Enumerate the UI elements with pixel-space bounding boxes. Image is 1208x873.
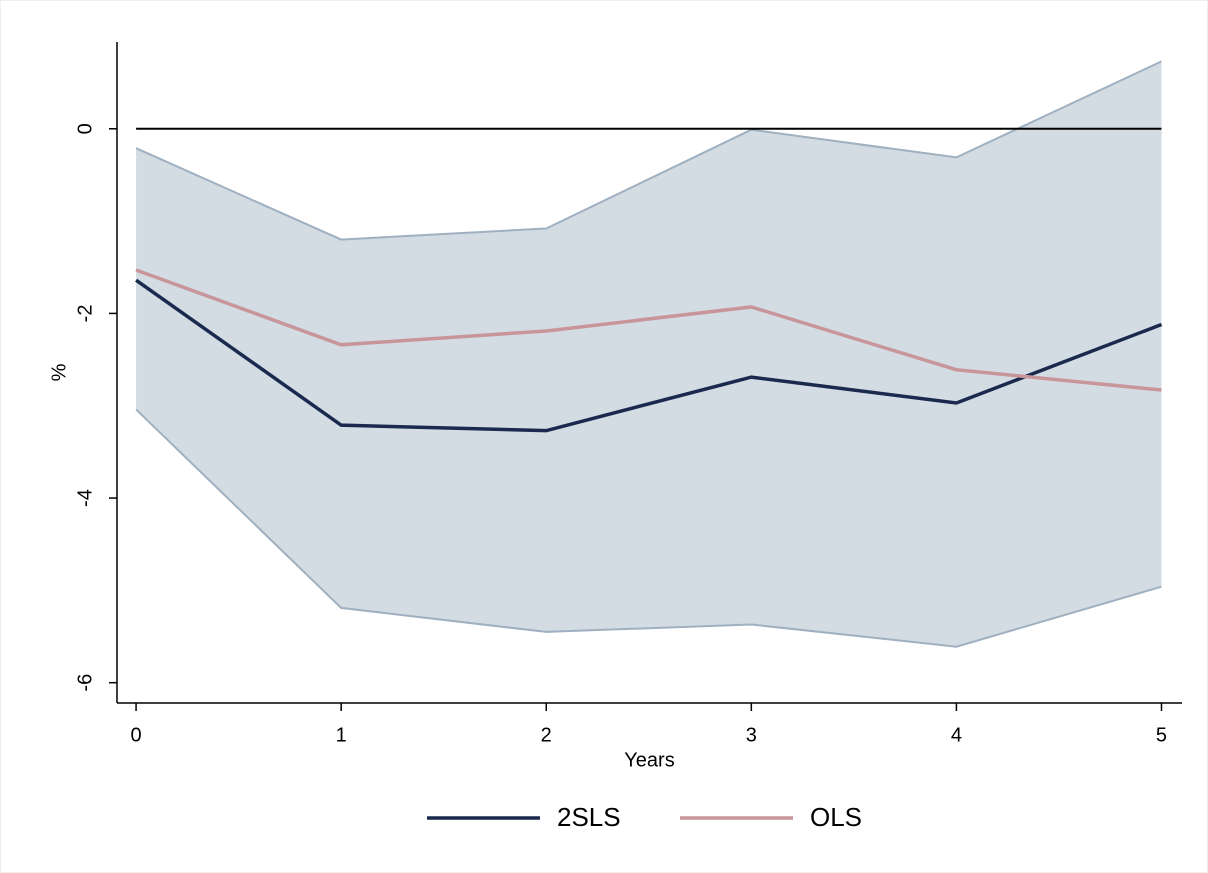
legend-label: 2SLS — [557, 802, 621, 832]
band-upper-edge — [135, 60, 1162, 241]
confidence-band — [136, 61, 1162, 647]
y-tick-label: -2 — [74, 305, 96, 323]
x-tick-label: 2 — [541, 724, 552, 746]
series-line — [135, 268, 1162, 392]
band-lower-edge — [135, 408, 1162, 648]
legend-label: OLS — [810, 802, 862, 832]
y-axis-label: % — [48, 363, 70, 381]
x-tick-label: 4 — [951, 724, 962, 746]
series-line — [135, 278, 1163, 433]
x-tick-label: 0 — [131, 724, 142, 746]
x-tick-label: 1 — [336, 724, 347, 746]
y-tick-label: -4 — [74, 489, 96, 507]
x-axis-label: Years — [624, 749, 674, 771]
y-tick-label: -6 — [74, 674, 96, 692]
x-tick-label: 5 — [1156, 724, 1167, 746]
x-tick-label: 3 — [746, 724, 757, 746]
y-tick-label: 0 — [74, 123, 96, 134]
